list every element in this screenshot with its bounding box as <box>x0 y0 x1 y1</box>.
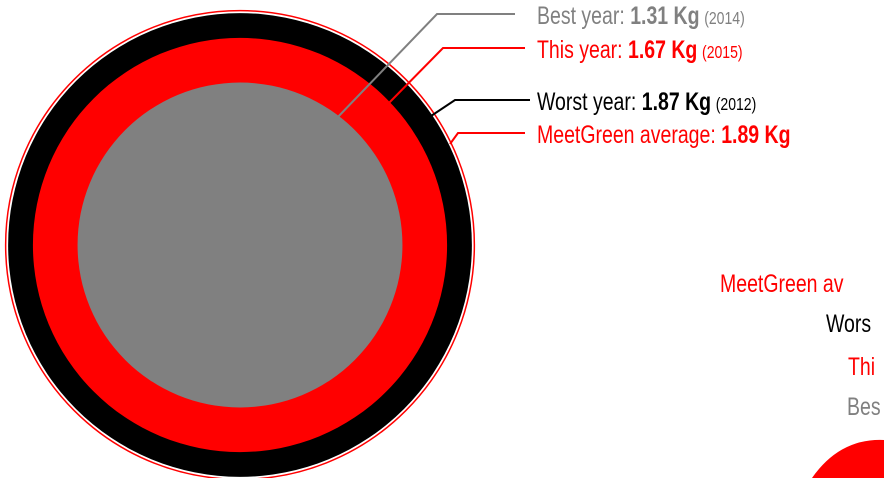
clipped-label-text: MeetGreen av <box>720 270 844 298</box>
label-category: Worst year: <box>537 88 636 116</box>
clipped-label: Bes <box>847 393 881 421</box>
clipped-label: Thi <box>848 353 875 381</box>
circles <box>4 9 476 478</box>
label-year: (2014) <box>704 8 745 28</box>
label-value: 1.31 Kg <box>630 2 699 30</box>
clipped-label-text: Wors <box>826 310 871 338</box>
label-text: Best year: 1.31 Kg (2014) <box>537 2 745 30</box>
leader-line <box>449 132 525 145</box>
value-circle <box>77 82 403 408</box>
label: MeetGreen average: 1.89 Kg <box>537 121 791 149</box>
label-text: This year: 1.67 Kg (2015) <box>537 36 743 64</box>
label-category: MeetGreen average: <box>537 121 716 149</box>
label-text: MeetGreen average: 1.89 Kg <box>537 121 791 149</box>
clipped-legend: MeetGreen av Wors Thi Bes <box>720 270 881 421</box>
label-category: This year: <box>537 36 623 64</box>
leader-lines <box>334 13 530 145</box>
label-category: Best year: <box>537 2 625 30</box>
clipped-label: MeetGreen av <box>720 270 844 298</box>
label-value: 1.67 Kg <box>628 36 697 64</box>
label-year: (2012) <box>716 94 757 114</box>
label: This year: 1.67 Kg (2015) <box>537 36 743 64</box>
leader-line <box>334 13 515 121</box>
label-value: 1.87 Kg <box>642 88 711 116</box>
labels: Best year: 1.31 Kg (2014) This year: 1.67 Kg… <box>537 2 791 149</box>
leader-line <box>384 47 525 108</box>
label: Best year: 1.31 Kg (2014) <box>537 2 745 30</box>
clipped-label: Wors <box>826 310 871 338</box>
leader-line <box>424 99 530 121</box>
clipped-label-text: Thi <box>848 353 875 381</box>
label-text: Worst year: 1.87 Kg (2012) <box>537 88 756 116</box>
label-year: (2015) <box>702 42 743 62</box>
clipped-label-text: Bes <box>847 393 881 421</box>
decorative-shape <box>812 439 884 478</box>
label: Worst year: 1.87 Kg (2012) <box>537 88 756 116</box>
label-value: 1.89 Kg <box>721 121 790 149</box>
